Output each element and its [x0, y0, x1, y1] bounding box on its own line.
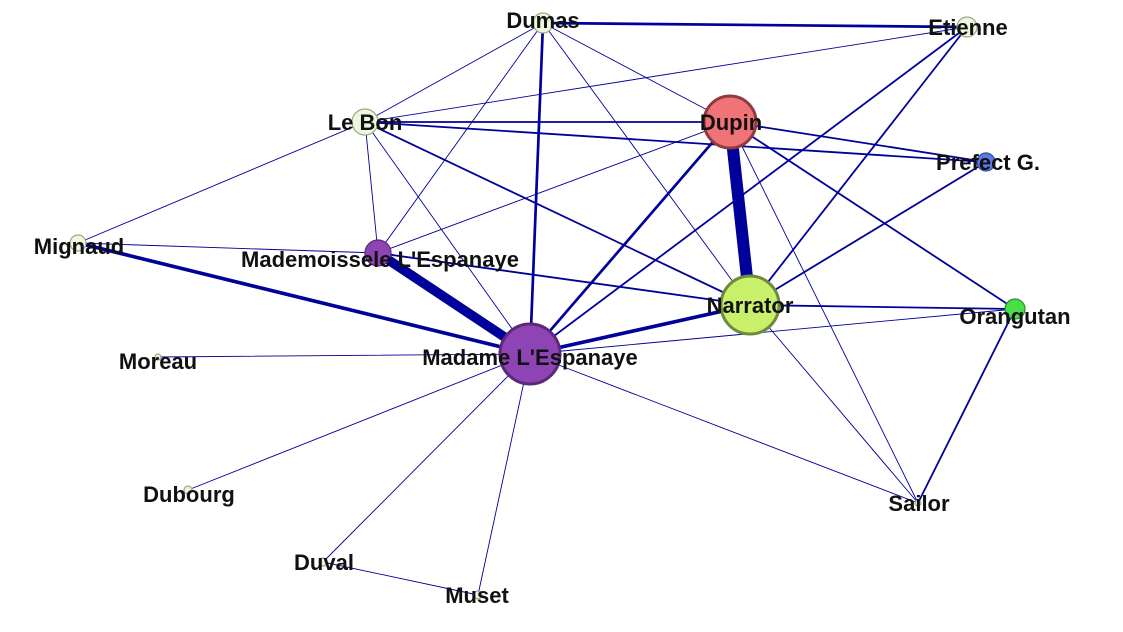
- node-label-mignaud: Mignaud: [34, 234, 124, 259]
- edge-madame-muset: [477, 353, 531, 596]
- edge-narrator-orangutan: [749, 304, 1016, 310]
- edges-layer: [76, 21, 1016, 596]
- node-label-muset: Muset: [445, 583, 509, 608]
- node-dupin[interactable]: [702, 94, 758, 150]
- node-label-lebon: Le Bon: [328, 110, 403, 135]
- edge-dupin-sailor: [729, 121, 919, 504]
- node-label-madame: Madame L'Espanaye: [422, 345, 638, 370]
- node-dumas[interactable]: [532, 12, 554, 34]
- edge-orangutan-sailor: [917, 308, 1016, 504]
- edge-mignaud-madame: [76, 241, 532, 356]
- edge-prefect-narrator: [749, 161, 987, 306]
- edge-etienne-lebon: [364, 26, 968, 123]
- edge-orangutan-madame: [529, 308, 1016, 355]
- node-label-etienne: Etienne: [928, 15, 1007, 40]
- edge-lebon-narrator: [364, 121, 751, 306]
- node-label-moreau: Moreau: [119, 349, 197, 374]
- node-duval[interactable]: [318, 557, 328, 567]
- edge-madame-dubourg: [187, 353, 531, 491]
- node-label-dupin: Dupin: [700, 110, 762, 135]
- edge-narrator-sailor: [749, 304, 919, 504]
- node-dubourg[interactable]: [183, 485, 193, 495]
- node-muset[interactable]: [473, 590, 483, 600]
- edge-etienne-madame: [529, 26, 968, 355]
- edge-lebon-madame: [364, 121, 531, 355]
- edge-duval-muset: [322, 561, 479, 596]
- edge-dumas-lebon: [364, 22, 544, 123]
- edge-dupin-prefect: [729, 121, 987, 163]
- node-label-duval: Duval: [294, 550, 354, 575]
- edge-dumas-narrator: [542, 22, 751, 306]
- edge-dupin-narrator: [724, 116, 756, 311]
- edge-dumas-dupin: [542, 22, 731, 123]
- edge-dumas-etienne: [541, 21, 969, 29]
- edge-lebon-mignaud: [77, 121, 366, 244]
- edge-dupin-orangutan: [729, 121, 1016, 310]
- edge-mignaud-mademoiselle: [77, 242, 379, 254]
- edge-dumas-madame: [528, 21, 545, 356]
- nodes-layer: [69, 12, 1026, 600]
- node-etienne[interactable]: [956, 16, 978, 38]
- node-mignaud[interactable]: [69, 234, 87, 252]
- edge-dumas-mademoiselle: [377, 22, 544, 254]
- node-madame[interactable]: [498, 322, 562, 386]
- labels-layer: Dumas Etienne Le Bon Dupin Prefect G. Mignaud…: [34, 8, 1071, 608]
- node-mademoiselle[interactable]: [364, 239, 392, 267]
- edge-madame-duval: [322, 353, 531, 563]
- node-label-dumas: Dumas: [506, 8, 579, 33]
- node-prefect[interactable]: [976, 152, 996, 172]
- edge-lebon-mademoiselle: [364, 121, 379, 254]
- edge-dupin-madame: [528, 120, 732, 356]
- node-label-mademoiselle: Mademoissele L'Espanaye: [241, 247, 519, 272]
- edge-mademoiselle-narrator: [377, 252, 751, 306]
- node-label-prefect: Prefect G.: [936, 150, 1040, 175]
- edge-dupin-mademoiselle: [377, 121, 731, 254]
- node-moreau[interactable]: [154, 353, 162, 361]
- edge-madame-moreau: [157, 353, 531, 358]
- edge-etienne-narrator: [749, 26, 968, 306]
- node-narrator[interactable]: [719, 274, 781, 336]
- node-label-narrator: Narrator: [707, 293, 794, 318]
- edge-narrator-madame: [528, 303, 752, 356]
- node-orangutan[interactable]: [1004, 298, 1026, 320]
- node-label-sailor: Sailor: [888, 491, 950, 516]
- node-label-orangutan: Orangutan: [959, 304, 1070, 329]
- edge-madame-sailor: [529, 353, 919, 504]
- node-lebon[interactable]: [351, 108, 379, 136]
- node-sailor[interactable]: [914, 499, 922, 507]
- node-label-dubourg: Dubourg: [143, 482, 235, 507]
